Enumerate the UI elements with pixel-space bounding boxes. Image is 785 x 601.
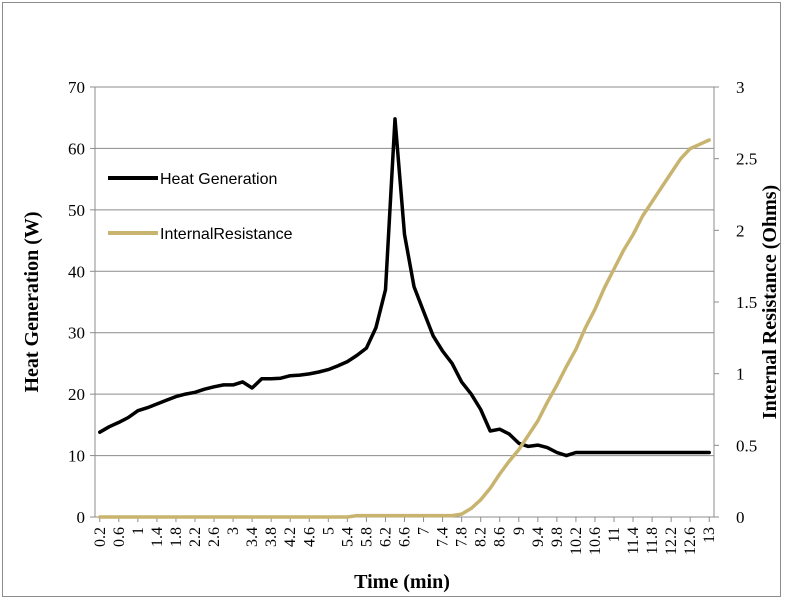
heat-generation-line [98,117,711,458]
x-tick-label: 8.2 [473,527,490,547]
y-right-tick-label: 2 [736,221,745,240]
x-axis-title: Time (min) [354,571,450,593]
x-tick-label: 13 [701,527,718,543]
x-tick-label: 8.6 [492,527,509,547]
x-tick-label: 1.8 [168,527,185,547]
internal-resistance-line [98,138,711,519]
y-left-tick-label: 20 [68,385,85,404]
x-tick-label: 10.2 [568,527,585,555]
x-tick-label: 12.6 [682,527,699,555]
x-tick-label: 2.6 [206,527,223,547]
x-tick-label: 3 [225,527,242,535]
legend-label-heat-generation: Heat Generation [160,171,277,188]
x-tick-label: 6.6 [397,527,414,547]
x-tick-label: 10.6 [587,527,604,555]
x-tick-label: 11 [606,527,623,542]
y-right-tick-label: 0.5 [736,436,757,455]
y-right-tick-label: 2.5 [736,150,757,169]
y-left-tick-label: 60 [68,139,85,158]
x-tick-label: 1 [130,527,147,535]
legend: Heat Generation InternalResistance [108,171,293,243]
x-tick-label: 1.4 [149,527,166,547]
x-tick-label: 2.2 [187,527,204,547]
y-left-tick-label: 0 [77,508,86,527]
x-tick-label: 3.8 [263,527,280,547]
y-axis-right-title: Internal Resistance (Ohms) [759,185,781,419]
y-left-tick-label: 50 [68,201,85,220]
y-axis-left-title: Heat Generation (W) [21,211,43,392]
y-right-tick-label: 3 [736,78,745,97]
x-tick-label: 11.4 [625,527,642,554]
x-tick-label: 7.8 [454,527,471,547]
x-tick-label: 5 [320,527,337,535]
x-tick-label: 6.2 [377,527,394,547]
x-tick-label: 12.2 [663,527,680,555]
x-tick-label: 0.2 [92,527,109,547]
y-right-tick-label: 1.5 [736,293,757,312]
x-tick-label: 7.4 [435,527,452,547]
x-tick-label: 9.4 [530,527,547,547]
x-tick-label: 5.8 [358,527,375,547]
x-tick-label: 4.6 [301,527,318,547]
x-tick-label: 5.4 [339,527,356,547]
y-left-tick-label: 10 [68,447,85,466]
y-left-tick-label: 70 [68,78,85,97]
x-tick-label: 7 [416,527,433,535]
y-left-tick-label: 40 [68,262,85,281]
x-tick-label: 9.8 [549,527,566,547]
y-right-tick-label: 0 [736,508,745,527]
legend-label-internal-resistance: InternalResistance [160,226,293,243]
x-tick-label: 3.4 [244,527,261,547]
x-tick-label: 11.8 [644,527,661,554]
x-tick-label: 0.6 [111,527,128,547]
x-tick-label: 9 [511,527,528,535]
y-left-tick-label: 30 [68,324,85,343]
y-right-tick-label: 1 [736,365,745,384]
x-tick-label: 4.2 [282,527,299,547]
